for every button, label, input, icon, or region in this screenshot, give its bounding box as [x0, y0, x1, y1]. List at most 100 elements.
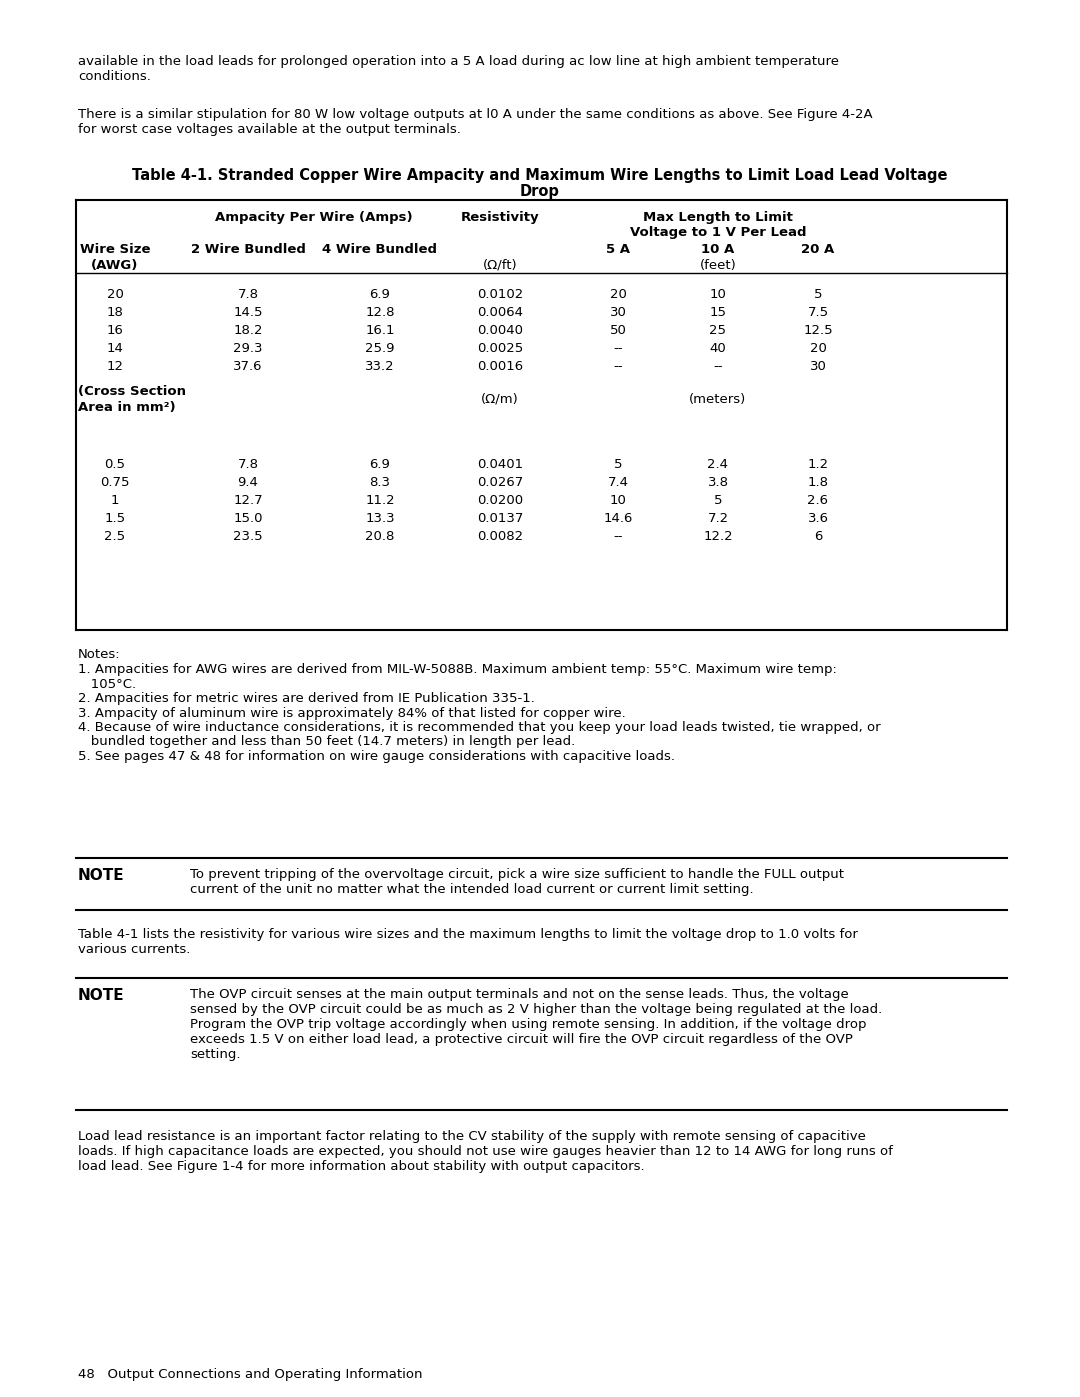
Text: Table 4-1. Stranded Copper Wire Ampacity and Maximum Wire Lengths to Limit Load : Table 4-1. Stranded Copper Wire Ampacity… — [132, 168, 948, 183]
Text: 7.8: 7.8 — [238, 458, 258, 471]
Text: 50: 50 — [609, 324, 626, 337]
Text: Ampacity Per Wire (Amps): Ampacity Per Wire (Amps) — [215, 211, 413, 224]
Text: 20: 20 — [107, 288, 123, 300]
Text: loads. If high capacitance loads are expected, you should not use wire gauges he: loads. If high capacitance loads are exp… — [78, 1146, 893, 1158]
Text: 7.5: 7.5 — [808, 306, 828, 319]
Text: 18: 18 — [107, 306, 123, 319]
Text: 0.0401: 0.0401 — [477, 458, 523, 471]
Text: exceeds 1.5 V on either load lead, a protective circuit will fire the OVP circui: exceeds 1.5 V on either load lead, a pro… — [190, 1032, 853, 1046]
Text: 2. Ampacities for metric wires are derived from IE Publication 335-1.: 2. Ampacities for metric wires are deriv… — [78, 692, 535, 705]
Text: Wire Size: Wire Size — [80, 243, 150, 256]
Text: --: -- — [613, 529, 623, 543]
Text: Program the OVP trip voltage accordingly when using remote sensing. In addition,: Program the OVP trip voltage accordingly… — [190, 1018, 866, 1031]
Text: 5: 5 — [813, 288, 822, 300]
Text: sensed by the OVP circuit could be as much as 2 V higher than the voltage being : sensed by the OVP circuit could be as mu… — [190, 1003, 882, 1016]
Text: Table 4-1 lists the resistivity for various wire sizes and the maximum lengths t: Table 4-1 lists the resistivity for vari… — [78, 928, 858, 942]
Text: Area in mm²): Area in mm²) — [78, 401, 176, 414]
Text: 5: 5 — [714, 495, 723, 507]
Text: 16.1: 16.1 — [365, 324, 395, 337]
Text: 0.0016: 0.0016 — [477, 360, 523, 373]
Text: 20: 20 — [810, 342, 826, 355]
Text: 20: 20 — [609, 288, 626, 300]
Text: 3. Ampacity of aluminum wire is approximately 84% of that listed for copper wire: 3. Ampacity of aluminum wire is approxim… — [78, 707, 625, 719]
Text: 0.0102: 0.0102 — [477, 288, 523, 300]
Text: 5: 5 — [613, 458, 622, 471]
Text: 11.2: 11.2 — [365, 495, 395, 507]
Text: 7.4: 7.4 — [607, 476, 629, 489]
Text: 12.5: 12.5 — [804, 324, 833, 337]
Text: 10: 10 — [710, 288, 727, 300]
Text: 5 A: 5 A — [606, 243, 630, 256]
Text: 8.3: 8.3 — [369, 476, 391, 489]
Text: (meters): (meters) — [689, 393, 746, 407]
Text: (feet): (feet) — [700, 258, 737, 272]
Text: 12.2: 12.2 — [703, 529, 733, 543]
Text: 6.9: 6.9 — [369, 458, 391, 471]
Text: 0.0064: 0.0064 — [477, 306, 523, 319]
Text: 7.8: 7.8 — [238, 288, 258, 300]
Text: 48   Output Connections and Operating Information: 48 Output Connections and Operating Info… — [78, 1368, 422, 1382]
Text: load lead. See Figure 1-4 for more information about stability with output capac: load lead. See Figure 1-4 for more infor… — [78, 1160, 645, 1173]
Text: 18.2: 18.2 — [233, 324, 262, 337]
Text: The OVP circuit senses at the main output terminals and not on the sense leads. : The OVP circuit senses at the main outpu… — [190, 988, 849, 1002]
Text: 0.5: 0.5 — [105, 458, 125, 471]
Text: 25: 25 — [710, 324, 727, 337]
Text: To prevent tripping of the overvoltage circuit, pick a wire size sufficient to h: To prevent tripping of the overvoltage c… — [190, 868, 843, 882]
Text: 14.5: 14.5 — [233, 306, 262, 319]
Text: 30: 30 — [609, 306, 626, 319]
Text: 2 Wire Bundled: 2 Wire Bundled — [190, 243, 306, 256]
Text: NOTE: NOTE — [78, 868, 124, 883]
Text: 12.7: 12.7 — [233, 495, 262, 507]
Text: 10 A: 10 A — [701, 243, 734, 256]
Text: Notes:: Notes: — [78, 648, 121, 661]
Text: 3.6: 3.6 — [808, 511, 828, 525]
Text: 37.6: 37.6 — [233, 360, 262, 373]
Text: 0.0137: 0.0137 — [476, 511, 523, 525]
Text: NOTE: NOTE — [78, 988, 124, 1003]
Text: There is a similar stipulation for 80 W low voltage outputs at l0 A under the sa: There is a similar stipulation for 80 W … — [78, 108, 873, 136]
Text: 4. Because of wire inductance considerations, it is recommended that you keep yo: 4. Because of wire inductance considerat… — [78, 721, 880, 733]
Text: Resistivity: Resistivity — [461, 211, 539, 224]
Text: --: -- — [613, 342, 623, 355]
Text: Drop: Drop — [521, 184, 559, 198]
Text: 0.75: 0.75 — [100, 476, 130, 489]
Text: Voltage to 1 V Per Lead: Voltage to 1 V Per Lead — [630, 226, 807, 239]
Text: 14: 14 — [107, 342, 123, 355]
Text: (Cross Section: (Cross Section — [78, 386, 186, 398]
Text: Load lead resistance is an important factor relating to the CV stability of the : Load lead resistance is an important fac… — [78, 1130, 866, 1143]
Text: 33.2: 33.2 — [365, 360, 395, 373]
Text: 0.0082: 0.0082 — [477, 529, 523, 543]
Text: 16: 16 — [107, 324, 123, 337]
Text: 12: 12 — [107, 360, 123, 373]
Text: 1.8: 1.8 — [808, 476, 828, 489]
Text: Max Length to Limit: Max Length to Limit — [643, 211, 793, 224]
Text: 6.9: 6.9 — [369, 288, 391, 300]
Text: 25.9: 25.9 — [365, 342, 395, 355]
Text: 1.5: 1.5 — [105, 511, 125, 525]
Text: 0.0025: 0.0025 — [477, 342, 523, 355]
Text: 3.8: 3.8 — [707, 476, 729, 489]
Text: 12.8: 12.8 — [365, 306, 395, 319]
Text: current of the unit no matter what the intended load current or current limit se: current of the unit no matter what the i… — [190, 883, 754, 895]
Text: 1: 1 — [111, 495, 119, 507]
Text: bundled together and less than 50 feet (14.7 meters) in length per lead.: bundled together and less than 50 feet (… — [78, 735, 576, 749]
Text: 20 A: 20 A — [801, 243, 835, 256]
Text: --: -- — [713, 360, 723, 373]
Text: 15: 15 — [710, 306, 727, 319]
Text: 2.6: 2.6 — [808, 495, 828, 507]
Text: 9.4: 9.4 — [238, 476, 258, 489]
Text: 4 Wire Bundled: 4 Wire Bundled — [323, 243, 437, 256]
Text: 2.4: 2.4 — [707, 458, 729, 471]
Text: 29.3: 29.3 — [233, 342, 262, 355]
Text: 7.2: 7.2 — [707, 511, 729, 525]
Text: 40: 40 — [710, 342, 727, 355]
Text: (Ω/m): (Ω/m) — [481, 393, 518, 407]
Text: 0.0267: 0.0267 — [477, 476, 523, 489]
Text: 20.8: 20.8 — [365, 529, 394, 543]
Text: 30: 30 — [810, 360, 826, 373]
Text: 0.0200: 0.0200 — [477, 495, 523, 507]
Text: 1. Ampacities for AWG wires are derived from MIL-W-5088B. Maximum ambient temp: : 1. Ampacities for AWG wires are derived … — [78, 664, 837, 676]
Text: various currents.: various currents. — [78, 943, 190, 956]
Text: 105°C.: 105°C. — [78, 678, 136, 690]
Text: 6: 6 — [814, 529, 822, 543]
